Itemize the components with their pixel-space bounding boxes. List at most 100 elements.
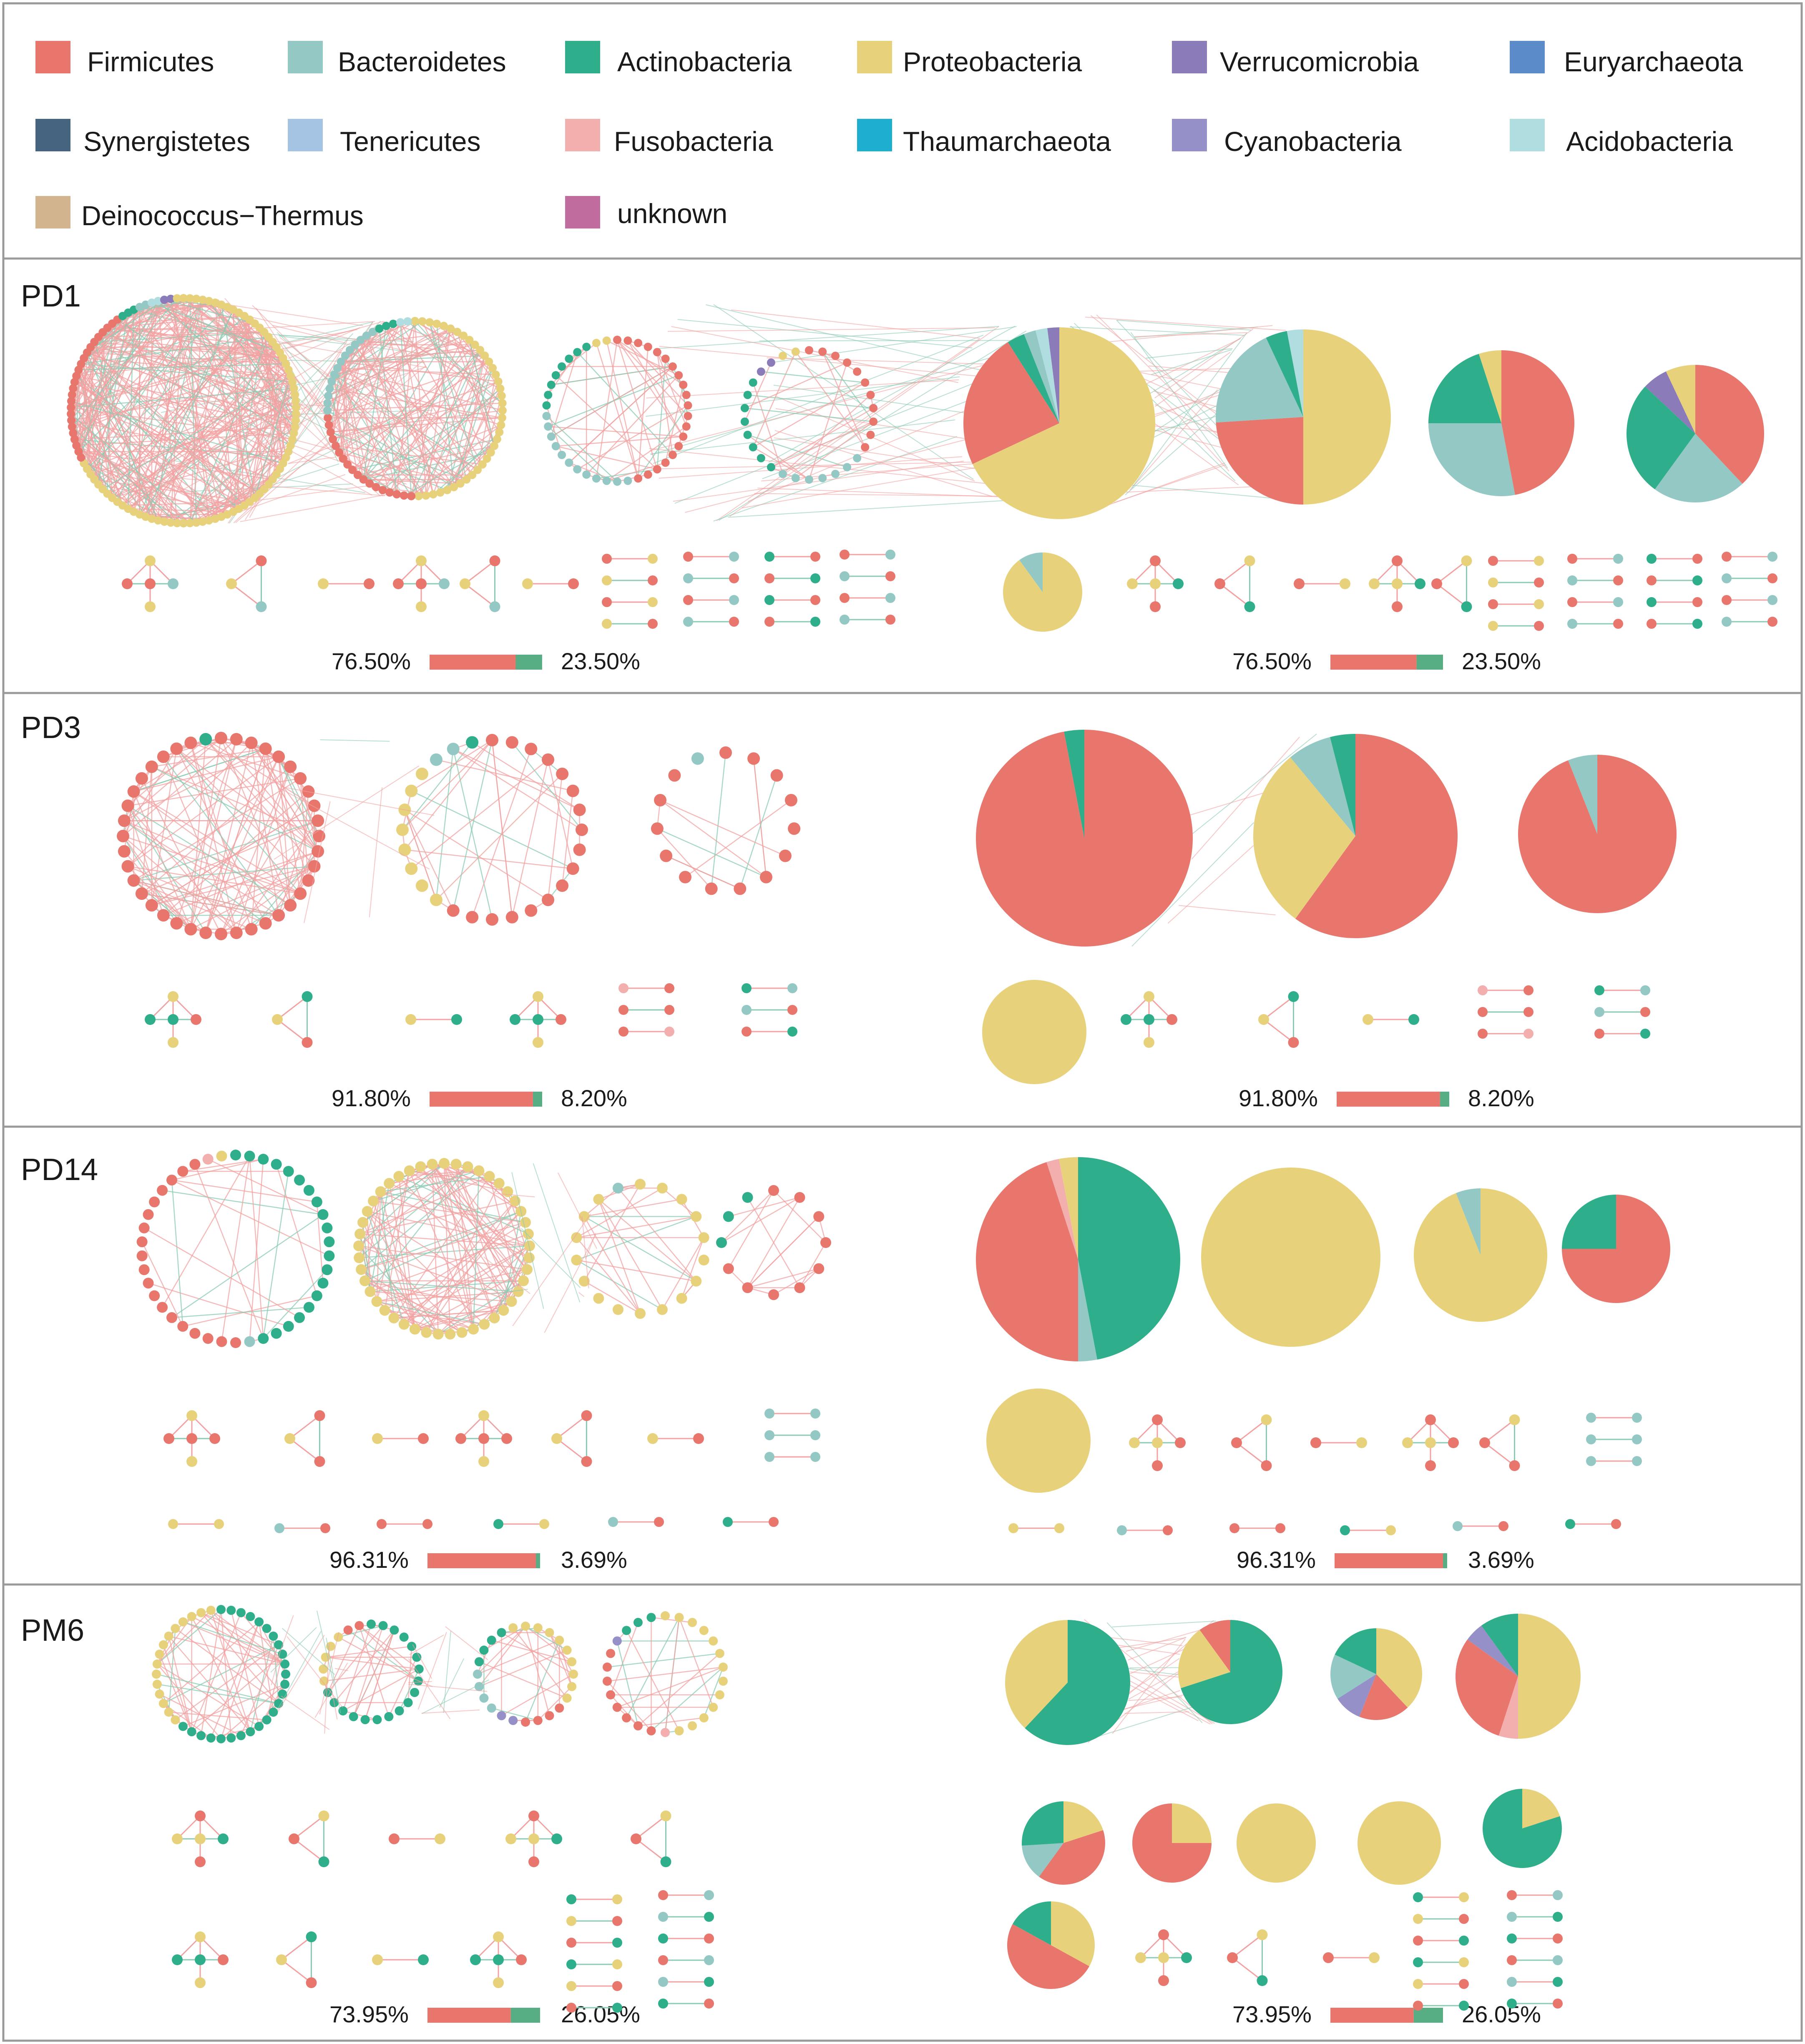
network-node: [602, 619, 612, 629]
network-node: [635, 1179, 646, 1190]
network-node: [1369, 578, 1380, 589]
network-edge: [90, 347, 159, 521]
network-node: [215, 732, 227, 744]
network-edge: [334, 1630, 395, 1703]
network-node: [618, 1027, 628, 1037]
network-node: [658, 1955, 668, 1965]
network-node: [493, 1178, 505, 1189]
legend-item: Deinococcus−Thermus: [35, 196, 364, 231]
network-node: [749, 443, 757, 452]
network-node: [613, 477, 621, 486]
network-edge: [407, 1646, 412, 1703]
network-edge: [576, 1216, 696, 1238]
network-node: [635, 1308, 646, 1319]
network-node: [1478, 1029, 1488, 1039]
positive-edge-percent: 91.80%: [1239, 1085, 1318, 1111]
network-node: [226, 1605, 236, 1615]
network-edge: [360, 339, 485, 357]
positive-edge-bar: [427, 2008, 511, 2023]
network-node: [1567, 597, 1577, 607]
small-module: [1507, 1999, 1563, 2009]
network-node: [196, 1608, 206, 1617]
network-edge: [711, 752, 727, 889]
network-edge: [263, 1269, 328, 1339]
network-node: [415, 1161, 426, 1172]
network-edge: [365, 1280, 463, 1333]
network-node: [166, 294, 175, 303]
pie-slice: [1290, 737, 1355, 836]
legend-label: Synergistetes: [83, 126, 250, 157]
pie-slice: [1199, 1620, 1230, 1672]
network-node: [674, 371, 683, 379]
network-node: [486, 448, 495, 457]
network-node: [334, 1632, 343, 1642]
network-edge: [584, 1199, 682, 1217]
network-edge: [546, 415, 618, 482]
network-node: [869, 417, 878, 426]
network-edge: [558, 1172, 597, 1249]
module-pie: [1007, 1901, 1095, 1989]
network-node: [1369, 1952, 1380, 1963]
network-edge: [432, 1164, 474, 1329]
network-edge: [304, 801, 331, 923]
network-edge: [127, 742, 252, 867]
pie-slice: [1047, 327, 1059, 423]
network-edge: [86, 352, 113, 498]
network-node: [494, 377, 503, 386]
network-node: [318, 1810, 329, 1821]
network-edge: [438, 1301, 512, 1335]
network-node: [487, 1635, 496, 1645]
network-node: [450, 483, 458, 492]
network-edge: [221, 369, 289, 517]
network-node: [272, 909, 285, 922]
network-node: [571, 1254, 582, 1266]
network-node: [581, 1410, 592, 1421]
small-module: [1258, 991, 1299, 1048]
network-edge: [1436, 583, 1467, 608]
network-edge: [209, 301, 297, 421]
network-node: [262, 1715, 272, 1725]
small-module: [1413, 1957, 1469, 1967]
small-module: [566, 1959, 622, 1969]
network-edge: [317, 1610, 334, 1685]
small-module: [1340, 1525, 1396, 1535]
network-node: [658, 1890, 668, 1900]
network-node: [505, 911, 518, 924]
network-node: [1567, 554, 1577, 564]
network-edge: [411, 424, 502, 497]
network-node: [566, 2003, 576, 2013]
pie-slice: [1645, 371, 1695, 434]
network-node: [674, 442, 683, 450]
small-module: [284, 1410, 325, 1467]
module-pie: [1022, 1801, 1106, 1885]
network-edge: [98, 312, 129, 485]
pie-slice: [1046, 1159, 1078, 1259]
network-node: [186, 1433, 197, 1444]
module-pie: [982, 980, 1086, 1084]
network-edge: [74, 382, 260, 494]
network-node: [343, 1625, 353, 1635]
network-node: [723, 1211, 734, 1222]
module-pie: [1005, 1620, 1131, 1745]
network-edge: [74, 302, 216, 440]
network-node: [68, 422, 76, 431]
network-graphics: [67, 294, 1777, 2013]
network-edge: [422, 1679, 489, 1714]
network-edge: [220, 791, 309, 934]
network-node: [1722, 617, 1732, 627]
network-edge: [340, 361, 461, 484]
network-node: [556, 767, 569, 780]
network-node: [195, 1977, 206, 1988]
network-node: [177, 1321, 189, 1332]
network-node: [318, 578, 329, 589]
small-module: [1507, 1912, 1563, 1922]
network-node: [1523, 985, 1533, 995]
pie-slice: [1456, 1639, 1518, 1736]
network-edge: [171, 1180, 184, 1326]
network-edge: [537, 1686, 572, 1721]
small-module: [764, 552, 820, 562]
network-node: [244, 1150, 255, 1162]
network-node: [385, 488, 394, 497]
network-node: [67, 397, 75, 405]
legend-swatch: [35, 41, 70, 73]
